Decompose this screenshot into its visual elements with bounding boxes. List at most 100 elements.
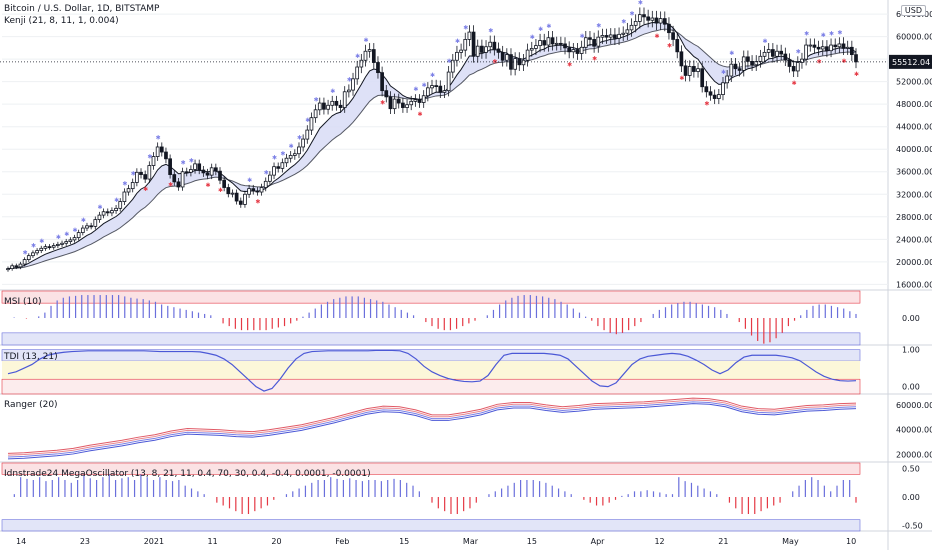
- resistance-marker: ✱: [430, 72, 435, 79]
- candle-body: [588, 37, 592, 40]
- time-axis-label: Feb: [335, 537, 349, 546]
- candle-body: [85, 225, 89, 229]
- resistance-marker: ✱: [821, 32, 826, 39]
- candle-body: [845, 46, 850, 49]
- candle-body: [72, 237, 77, 241]
- candle-body: [766, 49, 771, 53]
- candle-body: [376, 62, 380, 74]
- candle-body: [446, 71, 451, 92]
- candle-body: [309, 117, 314, 131]
- msi-pane-title: MSI (10): [4, 297, 42, 307]
- support-marker: ✱: [168, 182, 173, 189]
- candle-body: [342, 91, 347, 108]
- candle-body: [355, 66, 360, 80]
- candle-body: [849, 46, 854, 56]
- candle-body: [434, 85, 439, 87]
- candle-body: [80, 227, 85, 233]
- candle-body: [272, 166, 276, 176]
- candle-body: [442, 90, 447, 93]
- ranger-tick-label: 40000.00: [896, 426, 932, 435]
- candle-body: [637, 14, 642, 22]
- candle-body: [222, 179, 227, 188]
- resistance-marker: ✱: [189, 157, 194, 164]
- mega-tick-label: -0.50: [902, 521, 923, 530]
- candle-body: [662, 18, 667, 25]
- resistance-marker: ✱: [131, 171, 136, 178]
- candle-body: [654, 17, 659, 24]
- candle-body: [480, 45, 484, 53]
- candle-body: [35, 250, 39, 254]
- support-marker: ✱: [143, 186, 148, 193]
- candle-body: [812, 44, 817, 48]
- tdi-lower-zone: [1, 378, 861, 395]
- candle-body: [658, 18, 663, 24]
- time-axis-label: 23: [80, 537, 90, 546]
- time-axis-label: Apr: [591, 537, 606, 546]
- candle-body: [725, 75, 729, 84]
- candle-body: [164, 151, 168, 160]
- candle-body: [795, 62, 800, 72]
- candle-body: [762, 51, 767, 57]
- currency-button[interactable]: USD: [900, 5, 926, 16]
- ranger-line: [7, 399, 857, 456]
- candle-body: [159, 146, 164, 153]
- time-axis-label: 12: [654, 537, 664, 546]
- candle-body: [459, 49, 463, 53]
- candle-body: [567, 47, 572, 53]
- candle-body: [338, 104, 343, 108]
- ranger-pane-title: Ranger (20): [4, 400, 58, 410]
- resistance-marker: ✱: [31, 242, 36, 249]
- resistance-marker: ✱: [355, 53, 360, 60]
- support-marker: ✱: [567, 61, 572, 68]
- resistance-marker: ✱: [247, 177, 252, 184]
- resistance-marker: ✱: [156, 134, 161, 141]
- candle-body: [301, 138, 305, 148]
- candle-body: [51, 245, 56, 248]
- resistance-marker: ✱: [804, 30, 809, 37]
- candle-body: [284, 157, 289, 164]
- candle-body: [184, 171, 189, 174]
- price-tick-label: 52000.00: [896, 78, 932, 87]
- candle-body: [47, 246, 52, 249]
- candle-body: [571, 49, 576, 53]
- candle-body: [833, 44, 838, 48]
- candle-body: [600, 35, 605, 38]
- candle-body: [563, 43, 567, 49]
- candle-body: [559, 42, 563, 45]
- candle-body: [575, 49, 580, 54]
- candle-body: [359, 59, 364, 68]
- candle-body: [371, 49, 376, 63]
- candle-body: [496, 48, 501, 53]
- time-axis-label: 21: [718, 537, 728, 546]
- candle-body: [31, 252, 35, 257]
- candle-body: [243, 193, 247, 205]
- candle-body: [521, 59, 526, 66]
- resistance-marker: ✱: [147, 153, 152, 160]
- support-marker: ✱: [492, 58, 497, 65]
- ranger-line: [7, 397, 857, 454]
- resistance-marker: ✱: [638, 0, 643, 6]
- candle-body: [60, 242, 64, 245]
- candle-body: [326, 104, 330, 110]
- support-marker: ✱: [380, 99, 385, 106]
- candle-body: [330, 100, 335, 106]
- price-tick-label: 24000.00: [896, 235, 932, 244]
- candle-body: [313, 109, 318, 119]
- support-marker: ✱: [255, 199, 260, 206]
- resistance-marker: ✱: [64, 231, 69, 238]
- candle-body: [425, 87, 430, 97]
- candle-body: [151, 156, 156, 166]
- candle-body: [143, 174, 148, 180]
- candle-body: [209, 167, 214, 176]
- resistance-marker: ✱: [347, 76, 352, 83]
- price-tick-label: 40000.00: [896, 145, 932, 154]
- candle-body: [554, 42, 559, 45]
- candle-body: [804, 44, 808, 60]
- candle-body: [421, 95, 426, 103]
- candle-body: [263, 180, 268, 188]
- msi-lower-zone: [1, 332, 861, 346]
- support-marker: ✱: [206, 182, 211, 189]
- candle-body: [754, 60, 759, 66]
